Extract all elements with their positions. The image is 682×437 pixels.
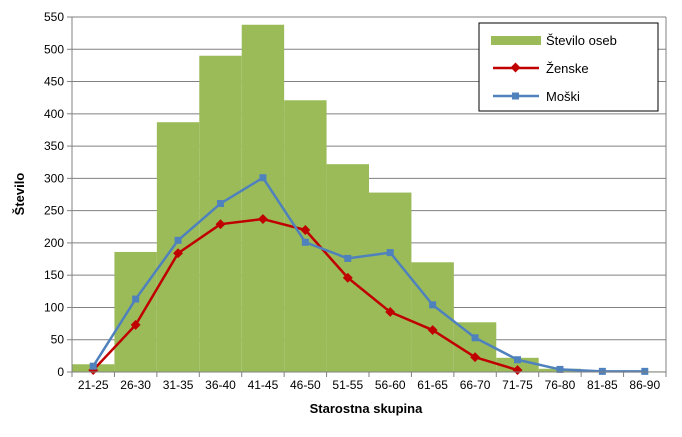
legend-marker-moski	[512, 92, 519, 100]
point-marker	[427, 325, 438, 335]
series-line	[92, 176, 645, 373]
point-marker	[174, 236, 182, 244]
bar	[199, 55, 242, 373]
point-marker	[470, 352, 481, 363]
bar	[114, 251, 157, 372]
point-marker	[259, 174, 267, 182]
x-tick-label: 46-50	[290, 378, 321, 392]
y-tick-label: 400	[44, 107, 64, 121]
legend-label-moski: Moški	[546, 89, 580, 104]
point-marker	[342, 272, 353, 283]
y-tick-label: 200	[44, 236, 64, 250]
x-tick-label: 71-75	[502, 378, 533, 392]
point-marker	[429, 301, 437, 309]
point-marker	[471, 334, 479, 342]
point-marker	[217, 200, 224, 208]
y-tick-label: 0	[57, 365, 64, 379]
x-tick-label: 66-70	[460, 378, 491, 392]
x-tick-label: 61-65	[417, 378, 448, 392]
point-marker	[641, 367, 649, 375]
bar	[284, 100, 327, 372]
x-tick-label: 41-45	[248, 378, 279, 392]
x-tick-label: 31-35	[163, 378, 194, 392]
y-axis-title: Število	[12, 173, 27, 216]
point-marker	[89, 362, 97, 370]
point-marker	[344, 254, 352, 262]
point-marker	[300, 225, 311, 235]
x-axis-title: Starostna skupina	[310, 401, 423, 416]
legend: Število oseb Ženske Moški	[478, 22, 659, 112]
point-marker	[386, 249, 394, 257]
point-marker	[301, 238, 309, 246]
x-tick-label: 21-25	[78, 378, 109, 392]
legend-label-zenske: Ženske	[546, 61, 589, 76]
y-tick-label: 50	[51, 333, 65, 347]
x-tick-label: 81-85	[587, 378, 618, 392]
point-marker	[257, 214, 268, 224]
bar	[326, 164, 369, 372]
line-series	[88, 174, 649, 376]
y-tick-labels: 0 50 100 150 200 250 300 350 400 450 500 550	[44, 10, 64, 379]
y-tick-label: 100	[44, 300, 64, 314]
point-marker	[556, 365, 564, 373]
legend-label-bars: Število oseb	[546, 33, 617, 48]
point-marker	[215, 219, 226, 230]
bar	[156, 122, 200, 372]
y-tick-label: 150	[44, 268, 64, 282]
x-tick-label: 26-30	[120, 378, 151, 392]
x-tick-labels: 21-25 26-30 31-35 36-40 41-45 46-50 51-55 56-60…	[78, 378, 661, 392]
point-marker	[132, 295, 140, 303]
bar	[369, 192, 412, 372]
x-tick-label: 76-80	[545, 378, 576, 392]
point-marker	[512, 365, 523, 376]
y-tick-label: 500	[44, 42, 64, 56]
x-tick-label: 86-90	[629, 378, 660, 392]
point-marker	[514, 356, 521, 364]
y-tick-label: 450	[44, 75, 64, 89]
legend-marker-zenske	[510, 62, 521, 73]
point-marker	[130, 319, 141, 330]
x-tick-label: 56-60	[375, 378, 406, 392]
point-marker	[385, 307, 396, 317]
point-marker	[173, 248, 184, 259]
x-tick-label: 36-40	[205, 378, 236, 392]
y-tick-label: 350	[44, 139, 64, 153]
point-marker	[598, 367, 606, 375]
x-tick-label: 51-55	[332, 378, 363, 392]
y-tick-label: 300	[44, 171, 64, 185]
axes	[67, 16, 667, 377]
legend-swatch-bars	[491, 36, 541, 45]
y-tick-label: 550	[44, 10, 64, 24]
y-tick-label: 250	[44, 204, 64, 218]
